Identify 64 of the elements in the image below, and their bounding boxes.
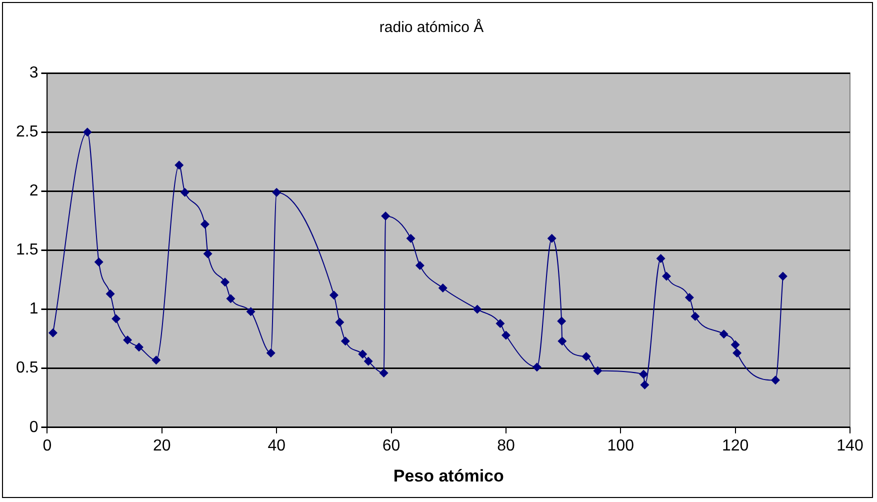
point bbox=[732, 348, 742, 358]
point bbox=[379, 368, 388, 378]
point bbox=[639, 370, 648, 379]
point bbox=[123, 335, 132, 344]
point bbox=[719, 330, 728, 339]
point bbox=[106, 289, 115, 298]
point bbox=[472, 304, 482, 314]
chart-title: radio atómico Å bbox=[379, 18, 484, 36]
x-tick-label: 100 bbox=[607, 437, 634, 454]
point bbox=[340, 336, 350, 346]
point bbox=[174, 160, 184, 170]
point bbox=[558, 336, 567, 346]
point bbox=[656, 254, 666, 263]
point bbox=[532, 362, 542, 372]
point bbox=[496, 318, 505, 328]
point bbox=[152, 356, 161, 365]
point bbox=[770, 376, 780, 385]
point bbox=[329, 290, 338, 300]
point bbox=[180, 188, 190, 197]
point bbox=[582, 352, 591, 362]
x-tick-label: 140 bbox=[836, 437, 864, 454]
x-tick-label: 80 bbox=[497, 437, 515, 454]
point bbox=[381, 211, 390, 220]
point bbox=[200, 220, 210, 229]
point bbox=[220, 278, 230, 287]
point bbox=[266, 348, 276, 358]
y-tick-label: 1 bbox=[29, 300, 38, 318]
y-tick-label: 2.5 bbox=[16, 123, 38, 140]
point bbox=[406, 234, 416, 243]
point bbox=[501, 330, 510, 340]
point bbox=[778, 272, 788, 281]
point bbox=[82, 128, 92, 137]
point bbox=[94, 258, 104, 267]
x-tick-label: 40 bbox=[268, 437, 286, 454]
point bbox=[684, 292, 694, 302]
point bbox=[730, 340, 740, 350]
x-tick-label: 120 bbox=[722, 437, 749, 454]
point bbox=[48, 328, 58, 338]
point bbox=[203, 249, 212, 258]
y-tick-label: 0.5 bbox=[16, 360, 38, 377]
x-tick-label: 60 bbox=[382, 437, 400, 454]
y-tick-label: 0 bbox=[29, 418, 38, 436]
point bbox=[438, 284, 448, 293]
point bbox=[272, 188, 282, 197]
x-axis-title: Peso atómico bbox=[393, 466, 504, 486]
point bbox=[358, 350, 368, 359]
point bbox=[593, 366, 602, 376]
x-tick-label: 0 bbox=[42, 437, 52, 454]
point bbox=[662, 272, 672, 281]
y-tick-label: 1.5 bbox=[16, 242, 38, 259]
point bbox=[557, 316, 566, 326]
y-tick-label: 2 bbox=[29, 182, 38, 200]
point bbox=[134, 342, 144, 352]
y-tick-label: 3 bbox=[29, 64, 38, 82]
point bbox=[690, 312, 700, 321]
point bbox=[112, 314, 121, 324]
point bbox=[640, 380, 650, 390]
point bbox=[415, 261, 424, 270]
point bbox=[364, 356, 373, 366]
point bbox=[547, 234, 556, 243]
point bbox=[246, 307, 256, 316]
x-tick-label: 20 bbox=[153, 437, 171, 454]
point bbox=[226, 294, 236, 304]
point bbox=[335, 318, 344, 327]
